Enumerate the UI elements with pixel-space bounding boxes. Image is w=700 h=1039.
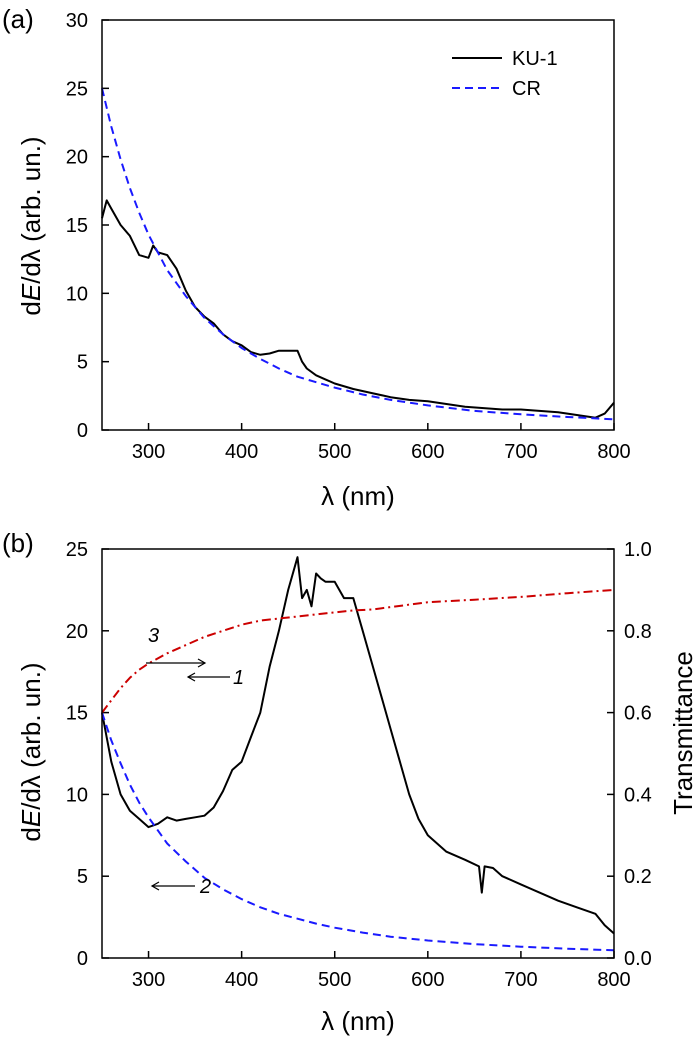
panel-b-y-axis-title: dE/dλ (arb. un.) (16, 662, 46, 841)
panel-a-y-axis-title: dE/dλ (arb. un.) (16, 136, 46, 315)
panel-b-label: (b) (2, 528, 34, 558)
panel-b-x-axis-title: λ (nm) (321, 1006, 395, 1036)
series-line-2 (101, 712, 615, 952)
y2-tick-label: 0.0 (624, 948, 652, 970)
y-tick-label: 0 (77, 420, 88, 442)
series-line-1 (101, 556, 615, 935)
y2-tick-label: 0.8 (624, 621, 652, 643)
panel-a-x-axis-title: λ (nm) (321, 481, 395, 511)
y2-tick-label: 0.4 (624, 784, 652, 806)
x-tick-label: 300 (132, 441, 165, 463)
curve-arrowhead-3 (197, 658, 207, 668)
y-tick-label: 10 (66, 283, 88, 305)
y-tick-label: 25 (66, 539, 88, 561)
x-tick-label: 300 (132, 969, 165, 991)
legend-label-cr: CR (512, 78, 541, 100)
x-tick-label: 400 (225, 969, 258, 991)
y-tick-label: 15 (66, 215, 88, 237)
y-tick-label: 10 (66, 784, 88, 806)
panel-b: (b) λ (nm) dE/dλ (arb. un.) Transmittanc… (2, 528, 698, 1036)
curve-arrowhead-1 (186, 672, 196, 682)
y-tick-label: 5 (77, 352, 88, 374)
y2-tick-label: 0.6 (624, 703, 652, 725)
curve-arrowhead-2 (150, 881, 160, 891)
x-tick-label: 800 (597, 969, 630, 991)
panel-a-legend: KU-1 CR (452, 48, 558, 100)
y2-tick-label: 0.2 (624, 866, 652, 888)
panel-a-label: (a) (2, 4, 34, 34)
curve-label-1: 1 (233, 667, 244, 689)
x-tick-label: 500 (318, 969, 351, 991)
x-tick-label: 600 (411, 969, 444, 991)
y-tick-label: 5 (77, 866, 88, 888)
legend-label-ku1: KU-1 (512, 48, 558, 70)
y-tick-label: 15 (66, 703, 88, 725)
curve-label-2: 2 (199, 876, 211, 898)
x-tick-label: 400 (225, 441, 258, 463)
panel-b-annotations: 1 2 3 (146, 625, 244, 898)
curve-label-3: 3 (148, 625, 159, 647)
y-tick-label: 20 (66, 147, 88, 169)
series-line-cr (101, 88, 615, 421)
series-line-ku1 (101, 199, 615, 419)
panel-b-plot-frame (101, 548, 615, 959)
y-tick-label: 25 (66, 78, 88, 100)
y-tick-label: 20 (66, 621, 88, 643)
panel-a: (a) λ (nm) dE/dλ (arb. un.) 300 400 500 600… (2, 4, 631, 511)
y-tick-label: 0 (77, 948, 88, 970)
panel-b-y2-axis-title: Transmittance (668, 651, 698, 815)
x-tick-label: 700 (504, 441, 537, 463)
y-tick-label: 30 (66, 10, 88, 32)
y2-tick-label: 1.0 (624, 539, 652, 561)
x-tick-label: 800 (597, 441, 630, 463)
panel-a-plot-frame (101, 19, 615, 431)
x-tick-label: 700 (504, 969, 537, 991)
x-tick-label: 600 (411, 441, 444, 463)
series-line-3 (101, 588, 615, 714)
x-tick-label: 500 (318, 441, 351, 463)
